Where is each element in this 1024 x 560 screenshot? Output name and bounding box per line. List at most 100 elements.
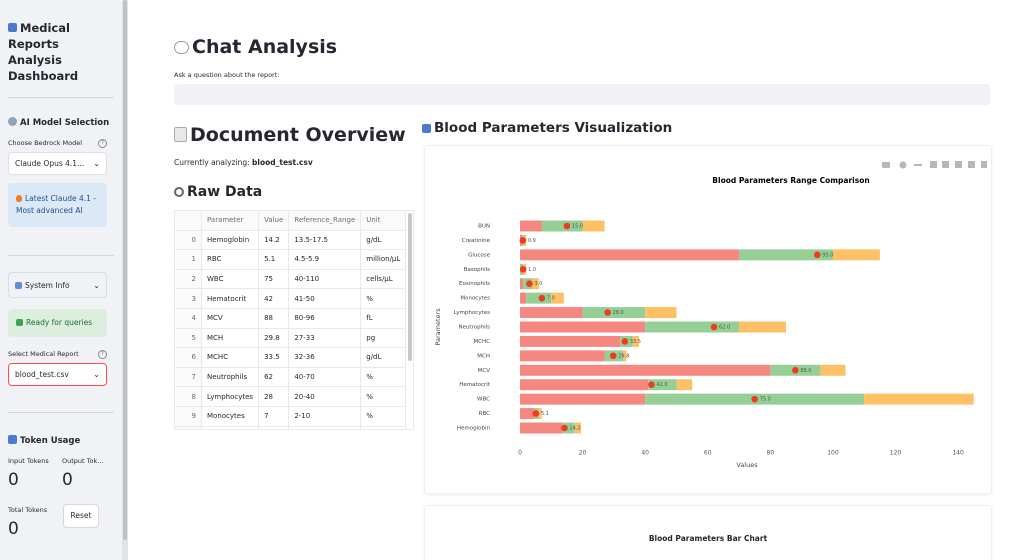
table-cell: Lymphocytes xyxy=(201,386,260,407)
value-label: 14.2 xyxy=(569,426,580,432)
table-cell: 5.1 xyxy=(258,249,290,270)
y-tick-label: WBC xyxy=(477,397,490,403)
heading-text: Document Overview xyxy=(190,124,406,146)
y-tick-label: Neutrophils xyxy=(458,325,490,331)
toolbar-autoscale[interactable] xyxy=(955,161,962,168)
table-cell: 40-110 xyxy=(288,269,362,290)
bar-segment xyxy=(551,292,564,304)
bar-segment xyxy=(520,307,583,319)
table-row: 5 MCH 29.8 27-33 pg xyxy=(175,328,407,349)
metric-label: Total Tokens xyxy=(8,506,48,514)
table-row: 8 Lymphocytes 28 20-40% xyxy=(175,386,407,407)
table-row: 4 MCV 88 80-96 fL xyxy=(175,308,407,329)
divider xyxy=(8,255,114,256)
chat-input[interactable] xyxy=(174,84,990,105)
icon xyxy=(422,124,431,133)
value-marker xyxy=(561,424,568,432)
table-row: 2 WBC 75 40-110 cells/µL xyxy=(175,269,407,290)
column-header: Value xyxy=(258,211,290,231)
chart-card: Blood Parameters Bar Chart xyxy=(424,505,992,560)
y-tick-label: BUN xyxy=(478,224,490,230)
bar-segment xyxy=(541,220,583,232)
toolbar-camera[interactable] xyxy=(882,162,890,168)
table-cell: 41-50 xyxy=(288,288,362,309)
model-select[interactable]: Claude Opus 4.1... ⌄ xyxy=(8,152,107,175)
icon xyxy=(16,195,22,202)
icon xyxy=(15,282,22,289)
section-heading: AI Model Selection xyxy=(8,117,109,128)
value-marker xyxy=(604,309,611,316)
toolbar-fullscreen[interactable] xyxy=(981,161,987,168)
table-cell: 29.8 xyxy=(258,328,290,349)
icon xyxy=(16,319,23,326)
bar-segment xyxy=(532,278,539,290)
index-header xyxy=(175,211,202,231)
table-cell: 33.5 xyxy=(258,347,290,368)
toolbar-zoom[interactable] xyxy=(899,161,907,169)
row-index: 6 xyxy=(175,347,202,368)
status-box: Ready for queries xyxy=(8,309,107,337)
value-marker xyxy=(538,294,546,302)
table-cell: 75 xyxy=(258,269,290,290)
field-label: Select Medical Report xyxy=(8,350,79,358)
help-icon[interactable]: ? xyxy=(98,350,107,359)
table-cell: 14.2 xyxy=(258,230,290,251)
reset-button[interactable]: Reset xyxy=(63,504,99,528)
toolbar-zoom-in[interactable] xyxy=(930,161,937,168)
table-cell: 7 xyxy=(258,406,290,427)
table-cell: million/µL xyxy=(360,249,407,270)
sidebar-title: Medical Reports Analysis Dashboard xyxy=(8,20,108,84)
value-marker xyxy=(792,366,799,374)
system-info-expander[interactable]: System Info ⌄ xyxy=(8,272,107,298)
value-label: 7.0 xyxy=(547,296,555,302)
help-icon[interactable]: ? xyxy=(98,139,107,148)
bar-segment xyxy=(820,364,846,376)
value-label: 28.0 xyxy=(613,310,624,316)
row-index: 3 xyxy=(175,288,202,309)
bar-segment xyxy=(520,422,563,434)
y-tick-label: RBC xyxy=(479,411,490,417)
table-cell: 80-96 xyxy=(288,308,362,329)
divider xyxy=(8,412,114,413)
chevron: ⌄ xyxy=(93,159,100,168)
value-label: 15.0 xyxy=(572,224,583,230)
table-cell: pg xyxy=(360,328,407,349)
bar-segment xyxy=(645,321,740,333)
y-tick-label: Monocytes xyxy=(460,296,490,302)
bar-segment xyxy=(520,379,649,391)
x-tick-label: 120 xyxy=(890,450,902,457)
report-select[interactable]: blood_test.csv ⌄ xyxy=(8,363,107,386)
y-axis-label: Parameters xyxy=(434,308,442,346)
heading-text: Token Usage xyxy=(20,436,81,446)
divider xyxy=(8,97,114,98)
table-cell: 62 xyxy=(258,367,290,388)
field-label: Choose Bedrock Model xyxy=(8,139,83,147)
sub-heading: Raw Data xyxy=(174,184,262,200)
table-row: 1 RBC 5.1 4.5-5.9 million/µL xyxy=(175,249,407,270)
value-marker xyxy=(526,280,533,288)
heading-text: Chat Analysis xyxy=(192,36,338,58)
title-text: Medical Reports Analysis Dashboard xyxy=(8,21,79,83)
toolbar-pan[interactable] xyxy=(914,164,922,166)
table-row: 10Eosinophils31-4% xyxy=(175,426,407,429)
x-tick-label: 0 xyxy=(518,450,522,457)
status-text: Ready for queries xyxy=(26,318,93,327)
toolbar-home[interactable] xyxy=(968,161,975,168)
bar-segment xyxy=(520,321,646,333)
table-scrollbar[interactable] xyxy=(408,213,412,361)
table-cell: RBC xyxy=(201,249,260,270)
table-cell: Hemoglobin xyxy=(201,230,260,251)
value-marker xyxy=(532,410,540,417)
value-label: 3.0 xyxy=(534,281,542,287)
toolbar-zoom-out[interactable] xyxy=(942,161,949,168)
bar-segment xyxy=(582,220,605,232)
table-cell: % xyxy=(360,386,407,407)
select-value: blood_test.csv xyxy=(15,370,69,379)
bar-segment xyxy=(520,408,535,420)
section-heading: Token Usage xyxy=(8,435,80,446)
bar-segment xyxy=(520,393,646,405)
table-row: 3 Hematocrit 42 41-50% xyxy=(175,288,407,309)
bar-segment xyxy=(676,379,693,391)
scrollbar-thumb[interactable] xyxy=(123,0,127,540)
value-marker xyxy=(751,395,758,403)
